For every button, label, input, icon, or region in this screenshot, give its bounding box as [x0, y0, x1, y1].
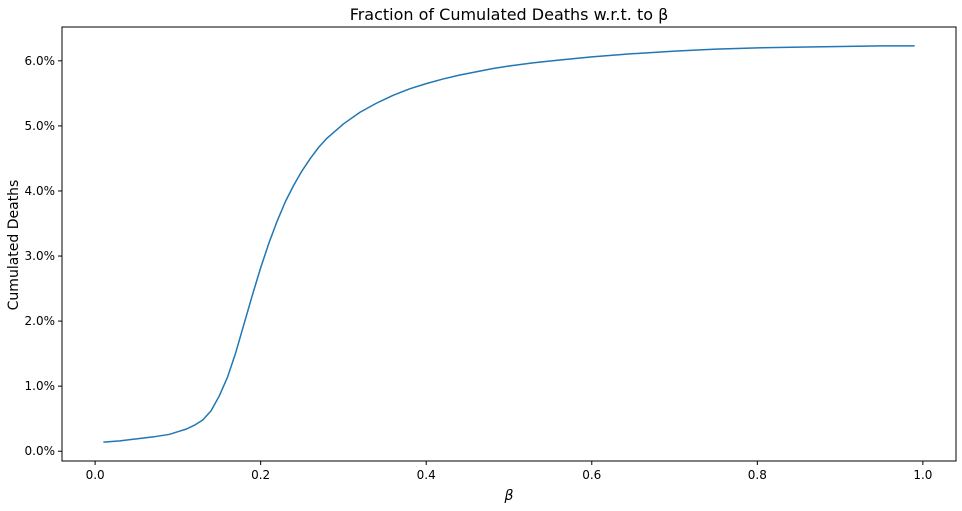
plot-area — [103, 45, 915, 443]
y-axis-title: Cumulated Deaths — [6, 180, 22, 311]
x-tick-label: 0.8 — [748, 468, 767, 482]
x-tick-label: 0.6 — [582, 468, 601, 482]
y-tick-label: 5.0% — [25, 119, 56, 133]
y-tick-label: 4.0% — [25, 184, 56, 198]
y-tick-label: 6.0% — [25, 54, 56, 68]
y-tick-label: 0.0% — [25, 444, 56, 458]
series-line — [103, 45, 915, 443]
y-tick-label: 3.0% — [25, 249, 56, 263]
y-tick-label: 1.0% — [25, 379, 56, 393]
y-tick-label: 2.0% — [25, 314, 56, 328]
x-tick-label: 0.4 — [417, 468, 436, 482]
x-tick-label: 0.0 — [86, 468, 105, 482]
chart-title: Fraction of Cumulated Deaths w.r.t. to β — [350, 5, 669, 24]
x-tick-label: 1.0 — [913, 468, 932, 482]
x-tick-label: 0.2 — [251, 468, 270, 482]
x-axis-title: β — [504, 488, 514, 504]
x-axis: 0.0 0.2 0.4 0.6 0.8 1.0 — [86, 461, 932, 482]
plot-frame — [61, 26, 957, 462]
y-axis: 0.0% 1.0% 2.0% 3.0% 4.0% 5.0% 6.0% — [25, 54, 62, 458]
